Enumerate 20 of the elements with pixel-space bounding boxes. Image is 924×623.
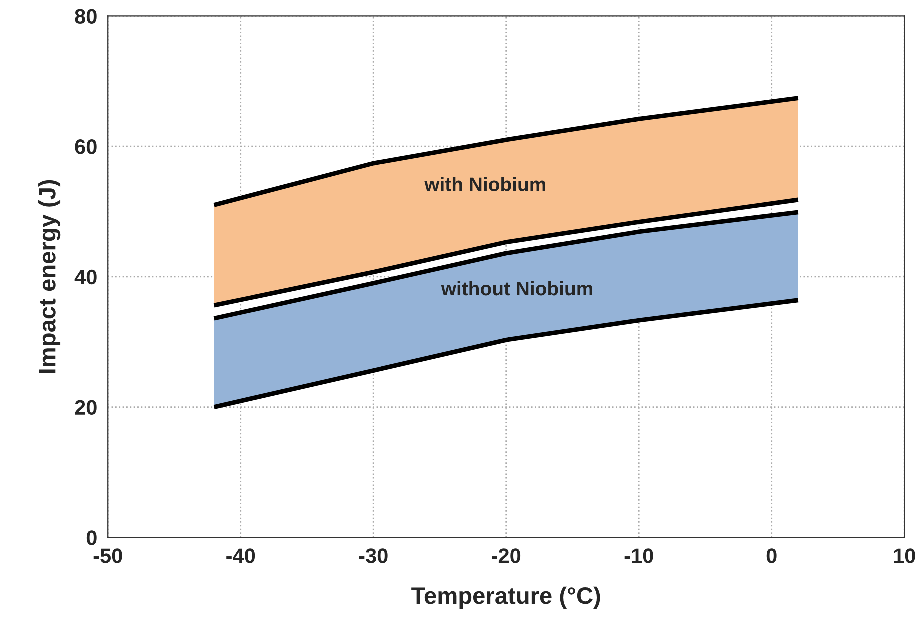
x-tick-label: -20 [492,548,521,564]
x-tick-label: 10 [894,548,916,564]
line-series [212,210,801,321]
line-series [212,298,801,410]
annotation: with Niobium [424,177,546,192]
x-tick-label: -40 [226,548,256,564]
annotation: without Niobium [441,281,592,296]
y-axis-title: Impact energy (J) [38,180,61,374]
y-tick-label: 20 [75,400,97,416]
x-tick-label: -30 [359,548,388,564]
x-axis-title: Temperature (°C) [412,586,600,609]
x-tick-label: -10 [624,548,654,564]
y-tick-label: 60 [75,140,97,154]
x-tick-label: -50 [94,548,122,564]
y-tick-label: 40 [74,270,97,285]
x-tick-label: 0 [766,548,777,564]
y-tick-label: 80 [75,9,97,24]
line-series [212,96,801,208]
y-tick-label: 0 [86,530,97,546]
line-series [212,198,801,308]
